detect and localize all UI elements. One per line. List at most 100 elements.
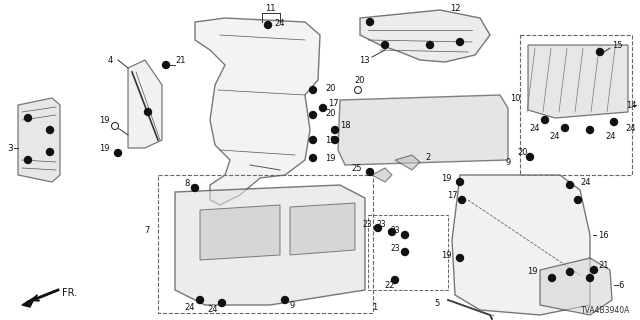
Text: 24: 24: [580, 178, 591, 187]
Text: 19: 19: [99, 143, 110, 153]
Text: 23: 23: [390, 226, 400, 235]
Circle shape: [332, 137, 339, 143]
Circle shape: [47, 126, 54, 133]
Text: 4: 4: [108, 55, 113, 65]
Circle shape: [381, 42, 388, 49]
Text: 1: 1: [372, 303, 378, 313]
Text: 5: 5: [435, 299, 440, 308]
Circle shape: [332, 126, 339, 133]
Circle shape: [310, 111, 317, 118]
Text: 24: 24: [184, 303, 195, 313]
Text: 2: 2: [425, 153, 430, 162]
Circle shape: [566, 181, 573, 188]
Text: 23: 23: [390, 244, 400, 252]
Text: 23: 23: [362, 220, 372, 228]
Circle shape: [458, 196, 465, 204]
Polygon shape: [175, 185, 365, 305]
Circle shape: [282, 297, 289, 303]
Text: 10: 10: [510, 93, 520, 102]
Text: 20: 20: [518, 148, 528, 156]
Circle shape: [24, 115, 31, 122]
Bar: [520, 35, 632, 175]
Circle shape: [596, 49, 604, 55]
Text: 19: 19: [325, 154, 335, 163]
Text: TVA4B3940A: TVA4B3940A: [580, 306, 630, 315]
Text: 15: 15: [612, 41, 623, 50]
Circle shape: [191, 185, 198, 191]
Circle shape: [355, 86, 362, 93]
Polygon shape: [360, 10, 490, 62]
Circle shape: [401, 249, 408, 255]
Circle shape: [115, 149, 122, 156]
Circle shape: [319, 105, 326, 111]
Circle shape: [611, 118, 618, 125]
Text: 14: 14: [627, 100, 637, 109]
Polygon shape: [338, 95, 508, 165]
Circle shape: [47, 148, 54, 156]
Circle shape: [426, 42, 433, 49]
Circle shape: [456, 179, 463, 186]
Circle shape: [586, 126, 593, 133]
Circle shape: [367, 169, 374, 175]
Circle shape: [196, 297, 204, 303]
Text: 12: 12: [450, 4, 460, 12]
Text: 23: 23: [376, 220, 386, 228]
Circle shape: [218, 300, 225, 307]
Polygon shape: [540, 258, 612, 315]
Bar: [158, 175, 373, 313]
Text: 24: 24: [207, 306, 218, 315]
Text: 20: 20: [325, 84, 335, 92]
Text: 6: 6: [618, 281, 623, 290]
Bar: [368, 215, 448, 290]
Polygon shape: [372, 168, 392, 182]
Text: 19: 19: [325, 135, 335, 145]
Text: 3: 3: [7, 143, 13, 153]
Text: 24: 24: [529, 124, 540, 132]
Circle shape: [566, 268, 573, 276]
Text: 22: 22: [385, 281, 396, 290]
Circle shape: [145, 108, 152, 116]
Circle shape: [310, 137, 317, 143]
Circle shape: [310, 86, 317, 93]
Text: 7: 7: [145, 226, 150, 235]
Text: 9: 9: [505, 157, 510, 166]
Circle shape: [388, 228, 396, 236]
Circle shape: [163, 61, 170, 68]
Circle shape: [586, 275, 593, 282]
Circle shape: [456, 254, 463, 261]
Text: 24: 24: [625, 124, 636, 132]
Circle shape: [264, 21, 271, 28]
Circle shape: [591, 267, 598, 274]
Text: 24: 24: [550, 132, 560, 140]
Polygon shape: [18, 98, 60, 182]
Text: 19: 19: [442, 173, 452, 182]
Circle shape: [548, 275, 556, 282]
Text: 17: 17: [447, 190, 458, 199]
Circle shape: [527, 154, 534, 161]
Circle shape: [456, 38, 463, 45]
Polygon shape: [200, 205, 280, 260]
Text: 13: 13: [360, 55, 370, 65]
Text: 19: 19: [442, 251, 452, 260]
Circle shape: [310, 155, 317, 162]
Circle shape: [111, 123, 118, 130]
Polygon shape: [195, 18, 320, 205]
Text: 17: 17: [328, 99, 339, 108]
Text: 21: 21: [598, 260, 609, 269]
Circle shape: [561, 124, 568, 132]
Polygon shape: [22, 297, 35, 307]
Polygon shape: [452, 175, 590, 315]
Circle shape: [575, 196, 582, 204]
Circle shape: [401, 231, 408, 238]
Polygon shape: [290, 203, 355, 255]
Text: 18: 18: [340, 121, 351, 130]
Text: 19: 19: [99, 116, 110, 124]
Text: 20: 20: [355, 76, 365, 84]
Text: 11: 11: [265, 4, 275, 12]
Circle shape: [392, 276, 399, 284]
Text: 9: 9: [290, 300, 295, 309]
Text: 25: 25: [351, 164, 362, 172]
Circle shape: [24, 156, 31, 164]
Text: 16: 16: [598, 230, 609, 239]
Text: 20: 20: [325, 108, 335, 117]
